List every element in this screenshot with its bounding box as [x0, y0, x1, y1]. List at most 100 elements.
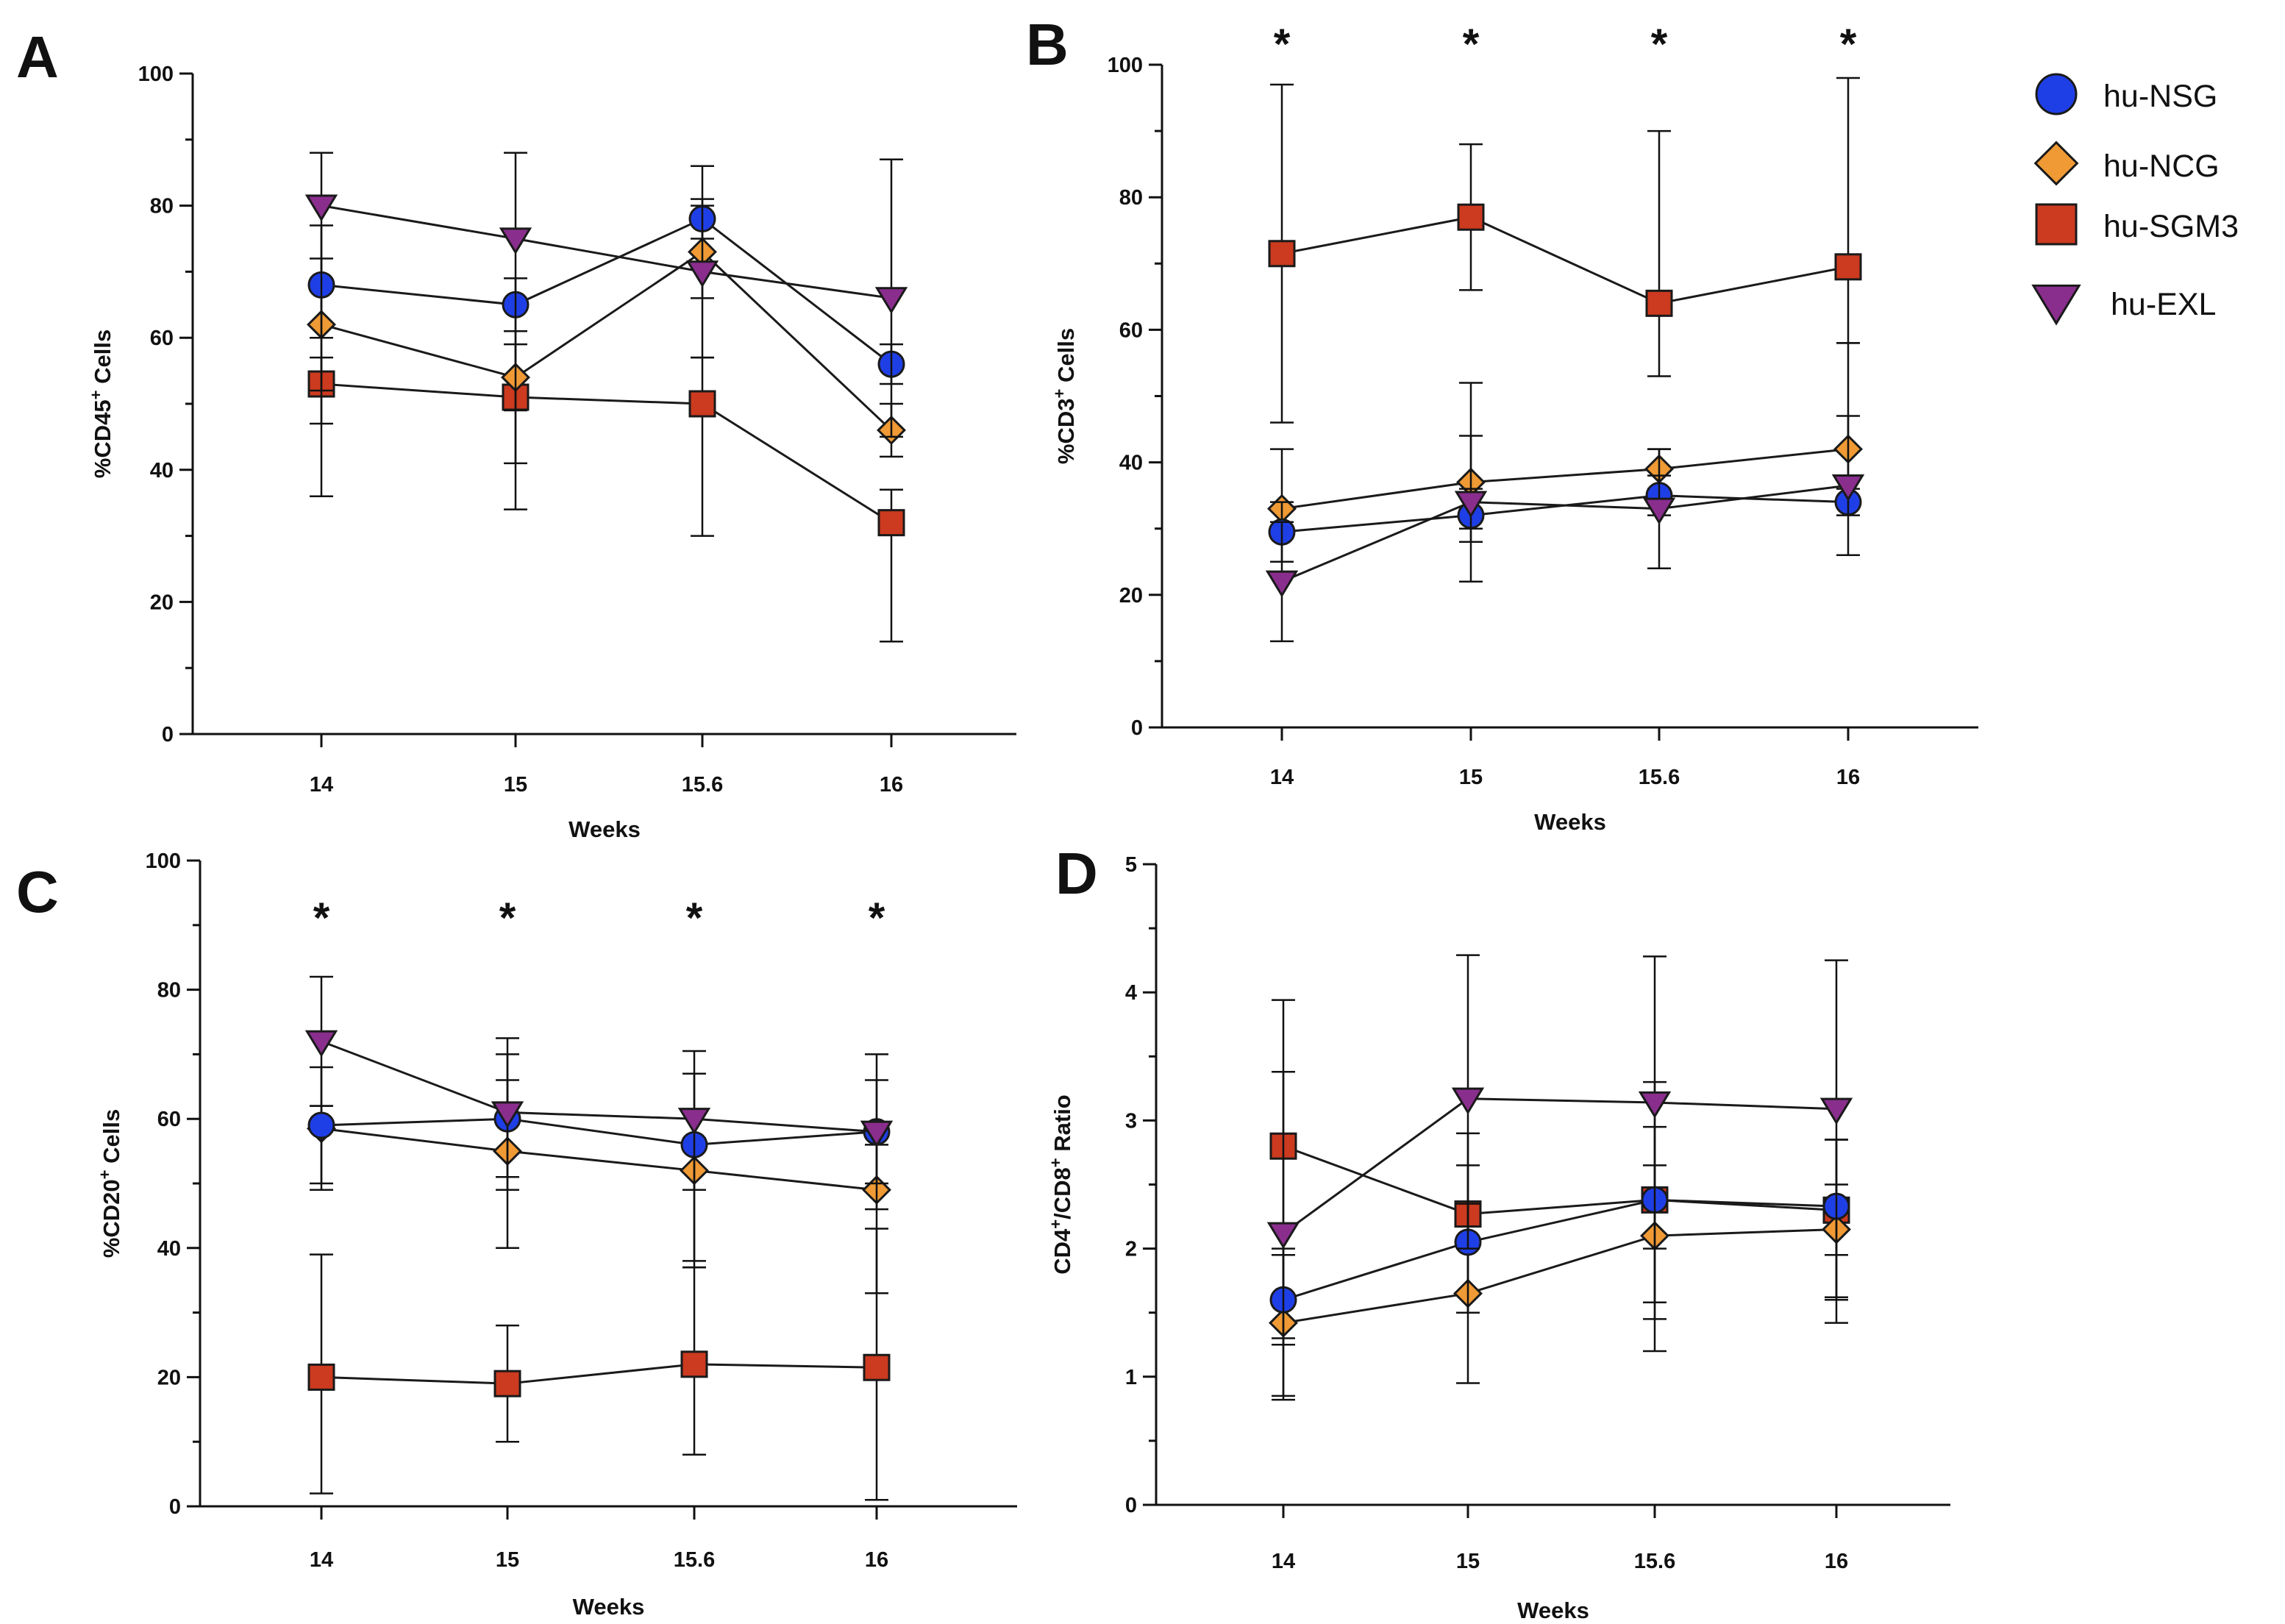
y-tick-label: 0 [162, 723, 174, 747]
x-axis-title: Weeks [1534, 809, 1606, 835]
y-axis-title: %CD3+ Cells [1050, 328, 1079, 464]
y-tick-label: 20 [157, 1366, 181, 1389]
x-tick-label: 14 [1270, 766, 1294, 789]
y-tick-label: 60 [1119, 318, 1143, 342]
data-point [680, 1350, 708, 1378]
x-tick-label: 15.6 [674, 1548, 715, 1572]
data-point [1268, 240, 1296, 268]
significance-star: * [869, 894, 885, 942]
y-tick-label: 80 [150, 195, 174, 218]
series-line [1283, 1144, 1837, 1216]
y-axis-title: %CD45+ Cells [87, 330, 115, 478]
data-point [685, 260, 719, 288]
y-tick-label: 0 [1125, 1494, 1137, 1517]
series-hu-NCG [1267, 415, 1863, 530]
series-line [321, 1117, 877, 1146]
triangle-down-legend-marker-icon [2031, 284, 2081, 326]
data-point [499, 227, 532, 255]
series-hu-NCG [307, 1079, 891, 1294]
significance-star: * [499, 894, 516, 942]
data-point [860, 1120, 894, 1148]
significance-star: * [1274, 21, 1291, 68]
data-point [877, 509, 905, 537]
legend-marker-group [2031, 284, 2081, 326]
y-axis-title-part: CD4 [1049, 1228, 1075, 1275]
x-axis-title: Weeks [568, 816, 641, 842]
series-line [321, 204, 892, 299]
series-line [1281, 494, 1849, 533]
x-tick-label: 14 [310, 1548, 333, 1572]
series-line [1281, 448, 1849, 510]
significance-star: * [1651, 21, 1668, 68]
data-point [1819, 1097, 1853, 1125]
panel-c: C 0 20 40 60 80 100 14 15 15.6 16 Weeks %CD20+ Cell… [16, 850, 1017, 1620]
y-tick-label: 80 [157, 979, 181, 1002]
data-point [1457, 203, 1485, 231]
series-line [1283, 1097, 1837, 1234]
x-tick-label: 14 [310, 773, 333, 797]
diamond-legend-marker-icon [2033, 140, 2079, 186]
y-axis-title-part: Cells [99, 1109, 124, 1170]
y-axis-title-part: /CD8 [1049, 1167, 1075, 1219]
y-axis-title: CD4+/CD8+ Ratio [1047, 1094, 1075, 1275]
series-hu-NSG [307, 198, 905, 385]
data-point [1638, 1091, 1672, 1119]
square-legend-marker-icon [2035, 203, 2078, 246]
y-tick-label: 3 [1125, 1109, 1137, 1133]
panel-a: A 0 20 40 60 80 100 14 15 15.6 16 Weeks %CD45+ Cell… [16, 24, 1016, 842]
significance-star: * [313, 894, 330, 942]
legend-marker-group [2035, 73, 2078, 115]
y-tick-label: 0 [1131, 716, 1143, 740]
data-point [1451, 1087, 1485, 1115]
y-tick-label: 0 [169, 1495, 181, 1519]
series-line [321, 1363, 877, 1385]
y-axis-title-superscript: + [1047, 1158, 1065, 1167]
series-line [1283, 1198, 1837, 1301]
legend-marker-group [2035, 203, 2078, 246]
series-hu-SGM3 [307, 330, 905, 643]
series-line [321, 250, 893, 432]
data-point [1834, 253, 1862, 281]
legend-item: hu-EXL [2031, 284, 2216, 326]
x-tick-label: 15 [1456, 1550, 1480, 1573]
y-axis-title-part: %CD3 [1053, 398, 1079, 464]
x-tick-label: 14 [1272, 1550, 1295, 1573]
significance-star: * [686, 894, 703, 942]
data-point [1265, 570, 1299, 598]
x-tick-label: 15 [496, 1548, 519, 1572]
y-axis-title-part: Ratio [1049, 1094, 1075, 1158]
x-tick-label: 16 [865, 1548, 888, 1572]
circle-legend-marker-icon [2035, 73, 2078, 115]
panel-b: B 0 20 40 60 80 100 14 15 15.6 16 Weeks %CD3+ Cells… [1026, 12, 1978, 835]
y-tick-label: 5 [1125, 853, 1137, 877]
y-tick-label: 40 [1119, 452, 1143, 475]
data-point [1645, 289, 1673, 317]
x-tick-label: 15 [1459, 766, 1483, 789]
series-hu-SGM3 [307, 1228, 891, 1501]
y-tick-label: 40 [150, 459, 174, 482]
legend-label: hu-SGM3 [2103, 209, 2239, 244]
data-point [307, 1363, 335, 1391]
data-point [874, 287, 908, 314]
y-axis-title: %CD20+ Cells [96, 1109, 124, 1258]
x-axis-title: Weeks [573, 1594, 645, 1620]
data-point [1642, 497, 1676, 525]
y-tick-label: 60 [150, 327, 174, 350]
y-tick-label: 2 [1125, 1238, 1137, 1261]
series-hu-EXL [1266, 954, 1853, 1339]
series-line [1281, 484, 1849, 583]
series-hu-EXL [304, 975, 894, 1269]
series-line [1281, 216, 1849, 304]
x-tick-label: 15.6 [1639, 766, 1680, 789]
panel-letter: C [16, 859, 59, 925]
x-tick-label: 15 [504, 773, 527, 797]
y-tick-label: 1 [1125, 1366, 1137, 1389]
y-tick-label: 20 [1119, 584, 1143, 608]
significance-star: * [1463, 21, 1480, 68]
data-point [688, 390, 716, 418]
legend-item: hu-NCG [2033, 140, 2220, 186]
series-hu-SGM3 [1268, 76, 1862, 424]
y-axis-title-part: %CD45 [90, 399, 115, 478]
